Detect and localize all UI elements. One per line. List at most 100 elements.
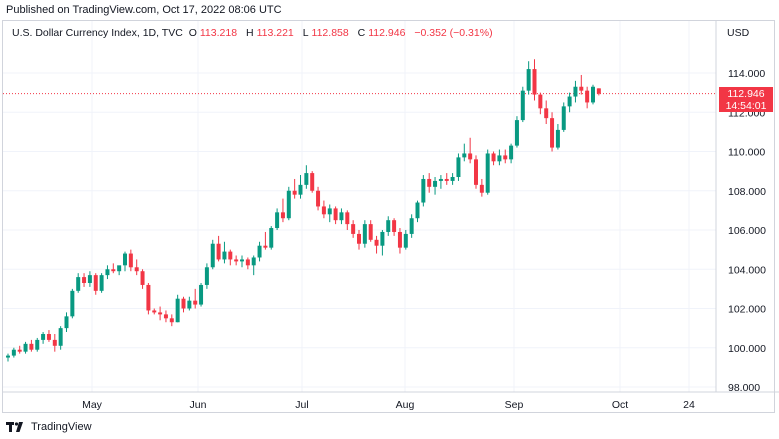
candle-body [427, 178, 432, 187]
candle [409, 214, 414, 238]
candle [251, 255, 256, 276]
candle [491, 151, 496, 166]
candle [444, 173, 449, 185]
candle [146, 282, 151, 315]
candle-body [275, 212, 280, 229]
candle-body [263, 245, 268, 248]
candle-body [327, 208, 332, 215]
footer-branding[interactable]: TradingView [6, 421, 92, 433]
tradingview-logo-icon [6, 422, 23, 432]
candle-body [93, 275, 98, 291]
candle [532, 59, 537, 101]
candle-body [146, 284, 151, 311]
candle-body [52, 339, 57, 346]
candle [579, 74, 584, 95]
candle-body [403, 233, 408, 248]
candle [514, 116, 519, 148]
candle-body [567, 96, 572, 107]
candle [6, 353, 10, 362]
candle [392, 218, 397, 236]
candle-body [362, 224, 367, 244]
candle-body [310, 173, 315, 191]
candle [591, 84, 595, 105]
currency-label: USD [727, 27, 750, 39]
candle-body [228, 251, 233, 260]
candle-body [579, 86, 584, 91]
candle [497, 149, 502, 166]
candle [99, 273, 104, 293]
candle-body [532, 69, 537, 95]
candle [468, 137, 473, 164]
candle-body [357, 233, 361, 244]
candle [117, 265, 122, 276]
candle-body [210, 243, 215, 268]
candle [357, 230, 361, 250]
candle-body [415, 202, 420, 219]
candle-body [111, 269, 116, 272]
candle-body [35, 339, 40, 350]
close-value: 112.946 [368, 27, 406, 39]
candle [228, 249, 233, 266]
candle-body [368, 224, 373, 240]
candle [509, 143, 514, 164]
candle-body [29, 343, 34, 350]
candle [596, 88, 601, 96]
candle [240, 255, 244, 268]
candle [374, 235, 379, 254]
candle [128, 249, 133, 272]
published-line: Published on TradingView.com, Oct 17, 20… [6, 4, 282, 16]
candle [123, 251, 127, 272]
candle-body [316, 190, 321, 207]
candle [105, 265, 110, 280]
candle-body [280, 212, 285, 219]
candle [286, 186, 291, 221]
candle [234, 255, 239, 266]
candle [187, 296, 192, 311]
candle [555, 124, 560, 150]
x-tick-label: 24 [683, 399, 695, 411]
candle [257, 241, 262, 262]
candle [169, 314, 174, 327]
candle [520, 86, 525, 123]
candle-body [351, 224, 356, 234]
y-tick-label: 110.000 [728, 147, 765, 159]
candle [503, 149, 508, 164]
candle-body [82, 277, 87, 283]
candle-body [46, 334, 51, 340]
candle [321, 200, 326, 219]
candle [415, 200, 420, 223]
candle [538, 92, 543, 115]
candle [275, 208, 280, 230]
candle-body [292, 190, 297, 195]
candle-body [591, 86, 595, 103]
x-tick-label: Oct [612, 399, 628, 411]
candle-body [123, 253, 127, 266]
candle [269, 226, 274, 250]
candle [450, 173, 455, 185]
candle-body [497, 155, 502, 162]
candle-body [234, 259, 239, 262]
candle-body [163, 314, 168, 319]
candle [87, 271, 92, 287]
close-label: C [357, 27, 366, 39]
candle-body [538, 94, 543, 109]
candle-body [485, 153, 490, 193]
candle [433, 177, 438, 195]
candle [561, 102, 566, 132]
candle-body [333, 208, 338, 221]
candle [339, 208, 344, 225]
candle [298, 175, 303, 199]
candle [41, 332, 46, 344]
candle [175, 294, 180, 323]
candle [204, 263, 209, 289]
candle [245, 257, 250, 270]
candle [310, 171, 315, 193]
candle [345, 210, 350, 230]
chart-legend: U.S. Dollar Currency Index, 1D, TVC O 113… [12, 27, 496, 39]
candle-body [561, 106, 566, 130]
candle [158, 306, 163, 321]
candle [544, 100, 549, 125]
candle-body [339, 212, 344, 221]
candle [386, 216, 391, 236]
